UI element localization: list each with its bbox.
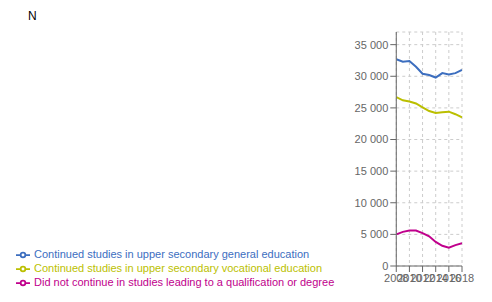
svg-text:35 000: 35 000 [355, 39, 389, 51]
html-text:N: N [28, 9, 37, 23]
svg-text:2018: 2018 [450, 272, 474, 284]
svg-text:5 000: 5 000 [361, 228, 389, 240]
svg-text:10 000: 10 000 [355, 197, 389, 209]
html-text:Continued studies in upper sec: Continued studies in upper secondary voc… [34, 261, 322, 274]
svg-text:25 000: 25 000 [355, 102, 389, 114]
svg-text:30 000: 30 000 [355, 70, 389, 82]
svg-text:20 000: 20 000 [355, 133, 389, 145]
html-text:Did not continue in studies le: Did not continue in studies leading to a… [34, 275, 335, 288]
html-text:Continued studies in upper sec: Continued studies in upper secondary gen… [34, 247, 310, 260]
svg-text:15 000: 15 000 [355, 165, 389, 177]
svg-text:0: 0 [382, 260, 388, 272]
